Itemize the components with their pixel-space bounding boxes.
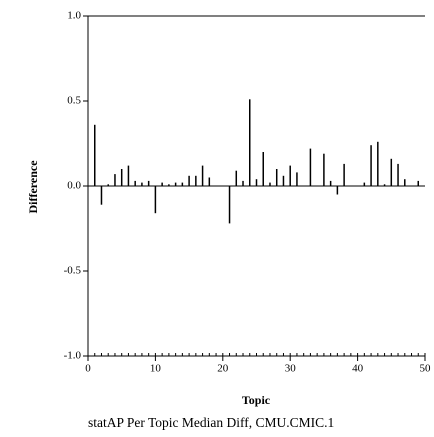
y-tick-label: 0.5 xyxy=(67,95,81,107)
chart-title: statAP Per Topic Median Diff, CMU.CMIC.1 xyxy=(88,415,334,430)
x-tick-label: 0 xyxy=(85,363,91,375)
x-tick-label: 30 xyxy=(285,363,297,375)
y-tick-label: -1.0 xyxy=(64,350,82,362)
x-tick-label: 20 xyxy=(217,363,229,375)
x-tick-label: 50 xyxy=(420,363,432,375)
x-tick-label: 10 xyxy=(150,363,162,375)
y-axis-label: Difference xyxy=(26,160,40,214)
x-axis-label: Topic xyxy=(242,393,271,407)
y-tick-label: 1.0 xyxy=(67,10,81,22)
y-tick-label: 0.0 xyxy=(67,180,81,192)
x-tick-label: 40 xyxy=(352,363,364,375)
y-tick-label: -0.5 xyxy=(64,265,82,277)
